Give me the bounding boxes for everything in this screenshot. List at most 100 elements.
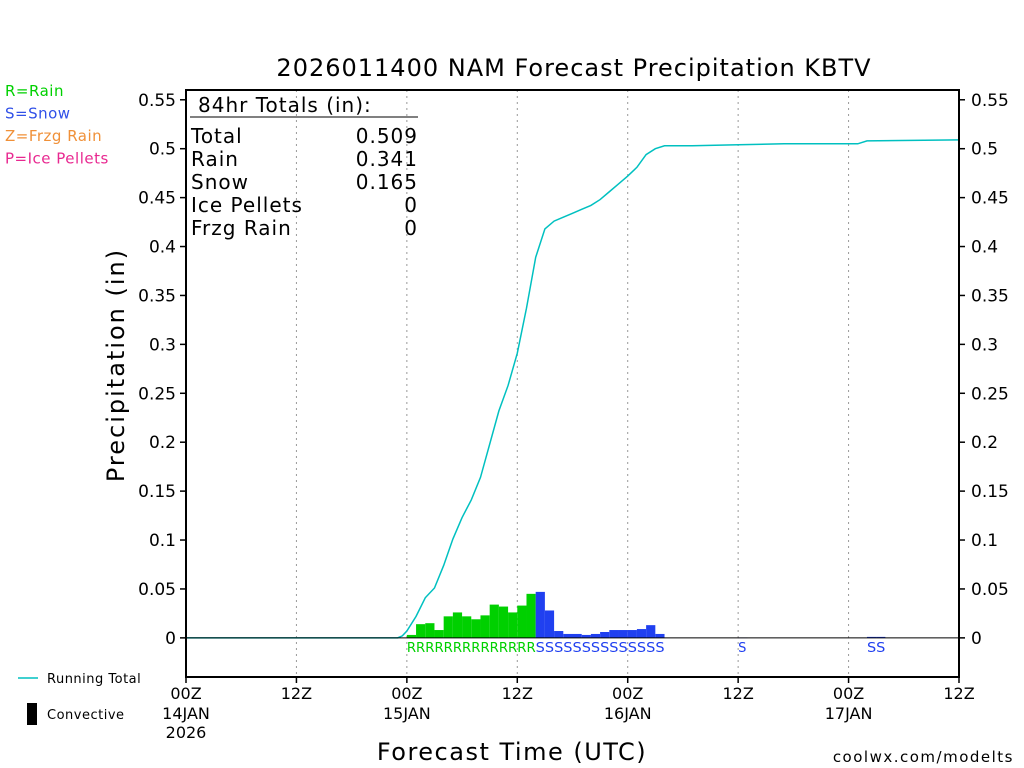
precip-bar-13 xyxy=(526,593,536,638)
precip-bar-0 xyxy=(406,634,417,638)
type-legend-item-3: P=Ice Pellets xyxy=(5,150,109,168)
y-tick-label-right-1: 0.05 xyxy=(971,580,1009,600)
precip-bar-16 xyxy=(554,631,564,638)
type-legend-item-0: R=Rain xyxy=(5,82,64,100)
x-tick-label-7: 12Z xyxy=(943,684,974,703)
precip-bar-5 xyxy=(452,612,463,638)
y-tick-label-left-10: 0.5 xyxy=(149,140,176,160)
precip-bar-24 xyxy=(627,630,637,638)
y-tick-label-right-11: 0.55 xyxy=(971,91,1009,111)
y-tick-label-left-7: 0.35 xyxy=(138,286,176,306)
y-tick-label-right-4: 0.2 xyxy=(971,433,998,453)
grid-lines xyxy=(295,90,850,677)
precip-bar-1 xyxy=(416,624,426,638)
type-label-2: S xyxy=(738,641,746,656)
y-tick-label-left-9: 0.45 xyxy=(138,189,176,209)
totals-value-4: 0 xyxy=(404,216,418,240)
y-tick-label-left-0: 0 xyxy=(165,629,176,649)
type-label-0: RRRRRRRRRRRRRR xyxy=(407,641,536,656)
precip-bar-4 xyxy=(443,616,453,638)
bottom-legend: Running Total Convective xyxy=(18,672,141,725)
y-tick-label-left-4: 0.2 xyxy=(149,433,176,453)
x-tick-date-2: 15JAN xyxy=(383,704,431,723)
totals-label-2: Snow xyxy=(191,170,249,194)
x-tick-label-2: 00Z xyxy=(391,684,422,703)
y-tick-label-right-5: 0.25 xyxy=(971,384,1009,404)
chart-title: 2026011400 NAM Forecast Precipitation KB… xyxy=(276,54,871,82)
y-axis-right: 0 0.05 0.1 0.15 0.2 0.25 0.3 0.35 0.4 0.45 0.5 0.55 xyxy=(959,91,1009,649)
y-tick-label-left-8: 0.4 xyxy=(149,238,176,258)
totals-label-0: Total xyxy=(190,124,243,148)
x-tick-label-0: 00Z xyxy=(170,684,201,703)
type-label-1: SSSSSSSSSSSSSS xyxy=(536,641,665,656)
precip-bar-22 xyxy=(609,630,619,638)
y-tick-label-right-3: 0.15 xyxy=(971,482,1009,502)
credit-text: coolwx.com/modelts xyxy=(833,748,1014,766)
precip-type-labels: RRRRRRRRRRRRRR SSSSSSSSSSSSSS S SS xyxy=(407,641,886,656)
totals-value-2: 0.165 xyxy=(356,170,418,194)
precip-bar-12 xyxy=(517,605,527,638)
precip-bar-25 xyxy=(636,629,647,638)
type-label-3: SS xyxy=(867,641,885,656)
precip-bar-11 xyxy=(508,612,518,638)
precip-bar-10 xyxy=(498,606,509,638)
x-tick-label-5: 12Z xyxy=(722,684,753,703)
x-tick-year-0: 2026 xyxy=(166,723,207,742)
y-tick-label-left-5: 0.25 xyxy=(138,384,176,404)
precip-bar-3 xyxy=(434,630,444,638)
y-axis-label: Precipitation (in) xyxy=(102,248,130,482)
precip-type-legend: R=Rain S=Snow Z=Frzg Rain P=Ice Pellets xyxy=(5,82,109,168)
y-tick-label-right-8: 0.4 xyxy=(971,238,998,258)
precip-bar-21 xyxy=(600,631,610,638)
y-tick-label-left-3: 0.15 xyxy=(138,482,176,502)
bottom-legend-label-0: Running Total xyxy=(47,672,141,687)
totals-label-3: Ice Pellets xyxy=(191,193,303,217)
precip-bar-26 xyxy=(646,625,656,638)
totals-value-1: 0.341 xyxy=(356,147,418,171)
y-tick-label-right-6: 0.3 xyxy=(971,335,998,355)
precip-bar-17 xyxy=(563,633,573,638)
totals-header: 84hr Totals (in): xyxy=(198,93,372,117)
y-tick-label-left-11: 0.55 xyxy=(138,91,176,111)
precip-bar-19 xyxy=(581,634,591,638)
precip-bar-8 xyxy=(480,615,490,638)
y-tick-label-left-1: 0.05 xyxy=(138,580,176,600)
x-tick-label-1: 12Z xyxy=(281,684,312,703)
bottom-legend-label-1: Convective xyxy=(47,708,125,723)
y-tick-label-left-6: 0.3 xyxy=(149,335,176,355)
y-axis-left: 0 0.05 0.1 0.15 0.2 0.25 0.3 0.35 0.4 0.45 0.5 0.55 xyxy=(138,91,186,649)
totals-value-0: 0.509 xyxy=(356,124,418,148)
precip-bar-6 xyxy=(462,616,472,638)
y-tick-label-right-0: 0 xyxy=(971,629,982,649)
y-tick-label-right-10: 0.5 xyxy=(971,140,998,160)
precip-bar-7 xyxy=(471,619,481,638)
precip-bar-15 xyxy=(544,610,555,638)
y-tick-label-left-2: 0.1 xyxy=(149,531,176,551)
y-tick-label-right-2: 0.1 xyxy=(971,531,998,551)
type-legend-item-1: S=Snow xyxy=(5,105,71,123)
x-axis-label: Forecast Time (UTC) xyxy=(377,738,647,766)
precip-bar-2 xyxy=(425,623,435,638)
totals-value-3: 0 xyxy=(404,193,418,217)
running-total-line xyxy=(186,139,960,639)
precip-bar-20 xyxy=(590,633,601,638)
totals-label-4: Frzg Rain xyxy=(191,216,292,240)
legend-bar-symbol xyxy=(27,703,37,725)
totals-box: 84hr Totals (in): Total 0.509 Rain 0.341 Snow… xyxy=(190,93,418,240)
x-tick-label-3: 12Z xyxy=(502,684,533,703)
x-tick-date-0: 14JAN xyxy=(162,704,210,723)
type-legend-item-2: Z=Frzg Rain xyxy=(5,127,102,145)
precip-bar-18 xyxy=(572,633,582,638)
precip-bar-23 xyxy=(618,630,628,638)
plot-frame xyxy=(185,89,960,678)
precip-bar-27 xyxy=(655,633,665,638)
precip-bar-9 xyxy=(489,604,499,638)
precip-bar-14 xyxy=(535,591,545,638)
totals-label-1: Rain xyxy=(191,147,239,171)
y-tick-label-right-7: 0.35 xyxy=(971,286,1009,306)
x-tick-label-4: 00Z xyxy=(612,684,643,703)
precip-bars xyxy=(406,591,886,639)
y-tick-label-right-9: 0.45 xyxy=(971,189,1009,209)
